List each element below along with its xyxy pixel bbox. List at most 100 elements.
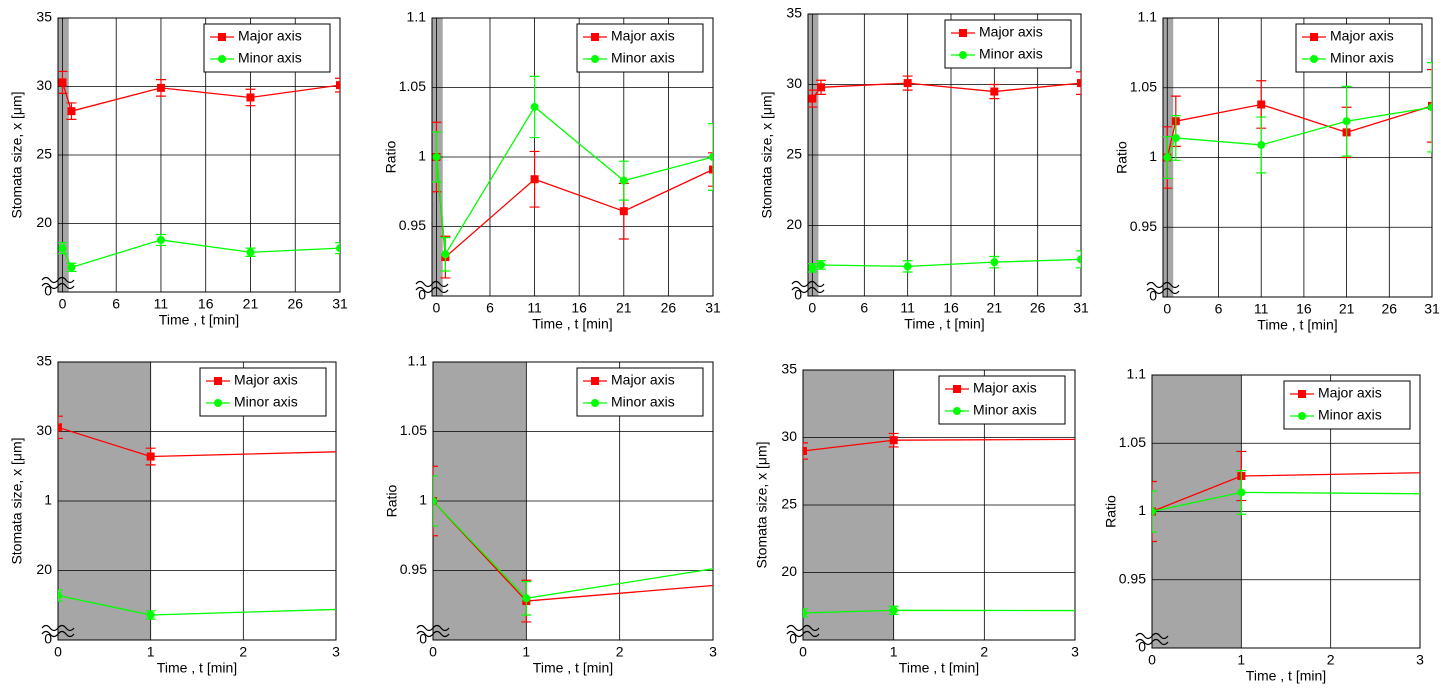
- x-tick-label: 16: [198, 296, 214, 312]
- marker: [58, 423, 62, 432]
- legend-marker: [959, 29, 967, 37]
- marker: [146, 610, 155, 619]
- error-bar: [1076, 71, 1081, 95]
- legend-label: Major axis: [973, 380, 1037, 396]
- y-tick-label: 1: [1149, 148, 1157, 164]
- x-tick-label: 0: [1163, 301, 1171, 317]
- legend-label: Minor axis: [611, 394, 675, 410]
- x-tick-label: 31: [1073, 300, 1089, 316]
- x-tick-label: 3: [1416, 652, 1424, 668]
- axis-break: [1146, 281, 1180, 295]
- legend-label: Major axis: [611, 28, 675, 44]
- marker: [530, 102, 539, 111]
- marker: [1257, 140, 1266, 149]
- marker: [903, 262, 912, 271]
- error-bar: [1427, 62, 1432, 153]
- legend-box: [1295, 23, 1423, 73]
- y-tick-label: 1.05: [1119, 434, 1146, 450]
- y-tick-label: 0: [1149, 288, 1157, 304]
- data-layer: [808, 71, 1081, 273]
- legend-label: Major axis: [238, 28, 302, 44]
- y-tick-label: 1.1: [1138, 9, 1158, 25]
- axis-break: [41, 276, 75, 290]
- legend-label: Minor axis: [238, 50, 302, 66]
- marker: [1163, 153, 1172, 162]
- x-tick-label: 6: [112, 296, 120, 312]
- marker: [58, 244, 67, 253]
- marker: [817, 83, 825, 92]
- x-tick-label: 6: [860, 300, 868, 316]
- y-tick-label: 35: [36, 353, 52, 369]
- error-bar: [58, 589, 63, 602]
- panel: 0 20 25 30 35 0 1 2 3 Time , t [min] Stomata size,…: [754, 361, 1079, 676]
- legend-label: Major axis: [611, 372, 675, 388]
- y-axis-label: Stomata size, x [μm]: [9, 91, 25, 218]
- x-tick-label: 1: [1237, 652, 1245, 668]
- marker: [990, 87, 999, 96]
- x-tick-label: 1: [147, 644, 155, 660]
- x-tick-label: 3: [1071, 644, 1079, 660]
- legend-marker: [214, 399, 222, 407]
- y-tick-label: 1: [419, 492, 427, 508]
- x-tick-label: 6: [486, 300, 494, 316]
- error-bar: [433, 475, 438, 527]
- y-tick-label: 1.05: [1130, 78, 1157, 94]
- marker: [156, 235, 165, 244]
- y-axis-label: Stomata size, x [μm]: [759, 91, 775, 218]
- marker: [808, 94, 817, 103]
- marker: [1171, 133, 1180, 142]
- y-tick-label: 25: [781, 496, 797, 512]
- marker: [1342, 117, 1351, 126]
- marker: [1257, 100, 1266, 109]
- error-bar: [1427, 69, 1432, 143]
- y-tick-label: 0.95: [400, 561, 427, 577]
- marker: [709, 165, 713, 174]
- data-layer: [803, 432, 1075, 618]
- marker: [990, 258, 999, 267]
- marker: [1077, 255, 1081, 264]
- legend-marker: [1298, 412, 1306, 420]
- error-bar: [335, 242, 340, 255]
- y-axis-label: Stomata size, x [μm]: [9, 437, 25, 564]
- y-axis-label: Ratio: [1114, 141, 1130, 174]
- legend-box: [199, 367, 327, 417]
- y-axis-label: Ratio: [383, 140, 399, 173]
- marker: [903, 79, 912, 88]
- x-tick-label: 31: [705, 300, 721, 316]
- x-tick-label: 26: [1030, 300, 1046, 316]
- y-tick-label: 1: [44, 492, 52, 508]
- x-tick-label: 0: [59, 296, 67, 312]
- x-axis-label: Time , t [min]: [533, 660, 613, 676]
- x-tick-label: 2: [980, 644, 988, 660]
- legend-box: [938, 375, 1066, 425]
- x-tick-label: 21: [987, 300, 1003, 316]
- marker: [817, 260, 825, 269]
- legend-box: [576, 367, 704, 417]
- y-tick-label: 1.05: [400, 422, 427, 438]
- x-tick-label: 0: [433, 300, 441, 316]
- axis-break: [416, 624, 450, 638]
- marker: [441, 250, 450, 259]
- y-tick-label: 20: [36, 214, 52, 230]
- marker: [803, 447, 807, 455]
- legend-label: Minor axis: [979, 46, 1043, 62]
- x-tick-label: 21: [1339, 301, 1355, 317]
- legend-label: Minor axis: [1330, 50, 1394, 66]
- panel: 0 20 1 30 35 0 1 2 3 Time , t [min] Stomata size, …: [9, 353, 340, 676]
- x-tick-label: 3: [332, 644, 340, 660]
- panel: 0 20 25 30 35 0 6 11 16 21 26 31 Time , t [min] Stoma…: [759, 5, 1089, 332]
- marker: [1237, 488, 1246, 497]
- legend-box: [203, 23, 331, 73]
- legend-label: Minor axis: [234, 394, 298, 410]
- legend-marker: [953, 385, 961, 393]
- marker: [1428, 103, 1432, 112]
- marker: [67, 263, 76, 272]
- axis-break: [415, 280, 449, 294]
- x-tick-label: 1: [522, 644, 530, 660]
- y-tick-label: 0: [789, 631, 797, 647]
- y-tick-label: 1.1: [407, 9, 427, 25]
- y-tick-label: 1.1: [1127, 366, 1147, 382]
- marker: [433, 497, 437, 505]
- y-tick-label: 0.95: [399, 217, 426, 233]
